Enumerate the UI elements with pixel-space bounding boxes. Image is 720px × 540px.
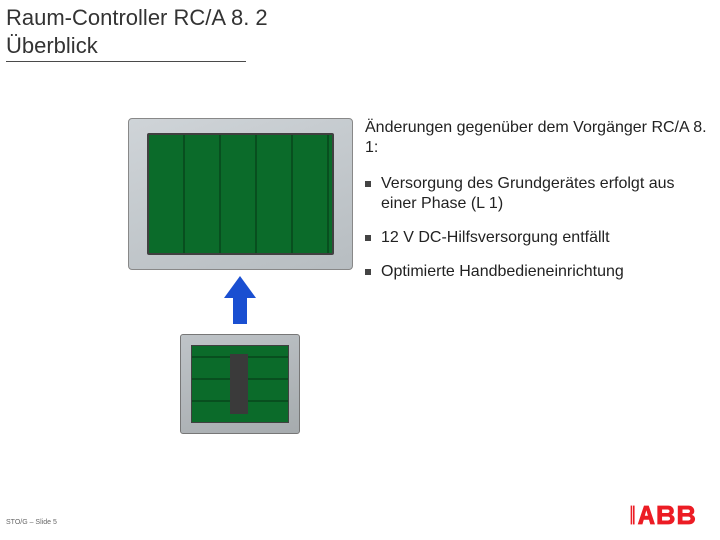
bullet-icon bbox=[365, 235, 371, 241]
device-small bbox=[180, 334, 300, 434]
device-small-pcb bbox=[191, 345, 289, 423]
image-column bbox=[0, 118, 365, 434]
title-underline bbox=[6, 61, 246, 62]
bullet-icon bbox=[365, 269, 371, 275]
list-item: 12 V DC-Hilfsversorgung entfällt bbox=[365, 228, 708, 248]
device-large-pcb bbox=[147, 133, 334, 255]
bullet-text: Optimierte Handbedieneinrichtung bbox=[381, 262, 624, 282]
bullet-text: 12 V DC-Hilfsversorgung entfällt bbox=[381, 228, 610, 248]
text-column: Änderungen gegenüber dem Vorgänger RC/A … bbox=[365, 118, 720, 434]
arrow-up bbox=[224, 276, 256, 324]
abb-logo bbox=[630, 504, 702, 526]
device-large bbox=[128, 118, 353, 270]
title-line1: Raum-Controller RC/A 8. 2 bbox=[6, 4, 268, 32]
list-item: Versorgung des Grundgerätes erfolgt aus … bbox=[365, 174, 708, 214]
intro-text: Änderungen gegenüber dem Vorgänger RC/A … bbox=[365, 118, 708, 158]
arrow-head bbox=[224, 276, 256, 298]
footer-note: STO/G – Slide 5 bbox=[6, 519, 57, 526]
content-row: Änderungen gegenüber dem Vorgänger RC/A … bbox=[0, 118, 720, 434]
list-item: Optimierte Handbedieneinrichtung bbox=[365, 262, 708, 282]
arrow-shaft bbox=[233, 298, 247, 324]
title-block: Raum-Controller RC/A 8. 2 Überblick bbox=[6, 4, 268, 62]
changes-list: Versorgung des Grundgerätes erfolgt aus … bbox=[365, 174, 708, 282]
title-line2: Überblick bbox=[6, 32, 268, 60]
bullet-text: Versorgung des Grundgerätes erfolgt aus … bbox=[381, 174, 708, 214]
bullet-icon bbox=[365, 181, 371, 187]
abb-logo-svg bbox=[630, 504, 702, 526]
